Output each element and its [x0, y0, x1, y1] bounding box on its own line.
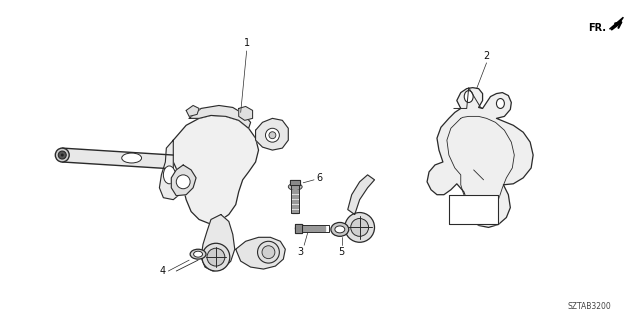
Text: 4: 4 [159, 266, 165, 276]
Ellipse shape [288, 183, 302, 190]
Ellipse shape [122, 153, 141, 163]
Ellipse shape [269, 132, 276, 139]
Polygon shape [314, 227, 317, 231]
Polygon shape [292, 200, 298, 203]
Polygon shape [62, 148, 173, 169]
Text: 6: 6 [316, 173, 322, 183]
Ellipse shape [207, 248, 225, 266]
Polygon shape [173, 116, 259, 223]
Polygon shape [239, 107, 253, 120]
Polygon shape [292, 195, 298, 198]
Ellipse shape [345, 212, 374, 242]
Circle shape [176, 175, 190, 189]
Polygon shape [310, 227, 313, 231]
Ellipse shape [190, 249, 206, 259]
Polygon shape [449, 195, 499, 224]
Polygon shape [427, 88, 533, 228]
Text: 1: 1 [244, 38, 250, 48]
Ellipse shape [262, 246, 275, 259]
Ellipse shape [202, 243, 230, 271]
Ellipse shape [335, 226, 345, 233]
Ellipse shape [295, 224, 305, 232]
Polygon shape [189, 106, 251, 128]
Text: 2: 2 [483, 51, 490, 61]
Ellipse shape [58, 151, 66, 159]
Text: SZTAB3200: SZTAB3200 [568, 302, 612, 311]
Text: FR.: FR. [588, 23, 605, 33]
Polygon shape [159, 140, 179, 200]
Polygon shape [172, 165, 196, 196]
Polygon shape [302, 227, 305, 231]
Ellipse shape [331, 222, 349, 236]
Polygon shape [318, 227, 321, 231]
Polygon shape [236, 237, 285, 269]
Polygon shape [186, 106, 199, 116]
Polygon shape [255, 118, 288, 150]
Ellipse shape [257, 241, 279, 263]
Polygon shape [292, 190, 298, 193]
Text: 3: 3 [297, 247, 303, 257]
Polygon shape [291, 180, 300, 185]
Ellipse shape [194, 251, 202, 257]
Ellipse shape [464, 91, 473, 102]
Ellipse shape [61, 154, 64, 156]
Ellipse shape [266, 128, 279, 142]
Ellipse shape [55, 148, 69, 162]
Polygon shape [201, 214, 235, 271]
Polygon shape [292, 204, 298, 208]
Text: 5: 5 [339, 247, 345, 257]
Polygon shape [292, 210, 298, 212]
Polygon shape [609, 17, 623, 29]
Polygon shape [306, 227, 309, 231]
Ellipse shape [497, 99, 504, 108]
Polygon shape [348, 175, 374, 214]
Polygon shape [295, 224, 302, 233]
Polygon shape [322, 227, 325, 231]
Polygon shape [292, 185, 298, 188]
Ellipse shape [351, 219, 369, 236]
Ellipse shape [163, 166, 175, 184]
